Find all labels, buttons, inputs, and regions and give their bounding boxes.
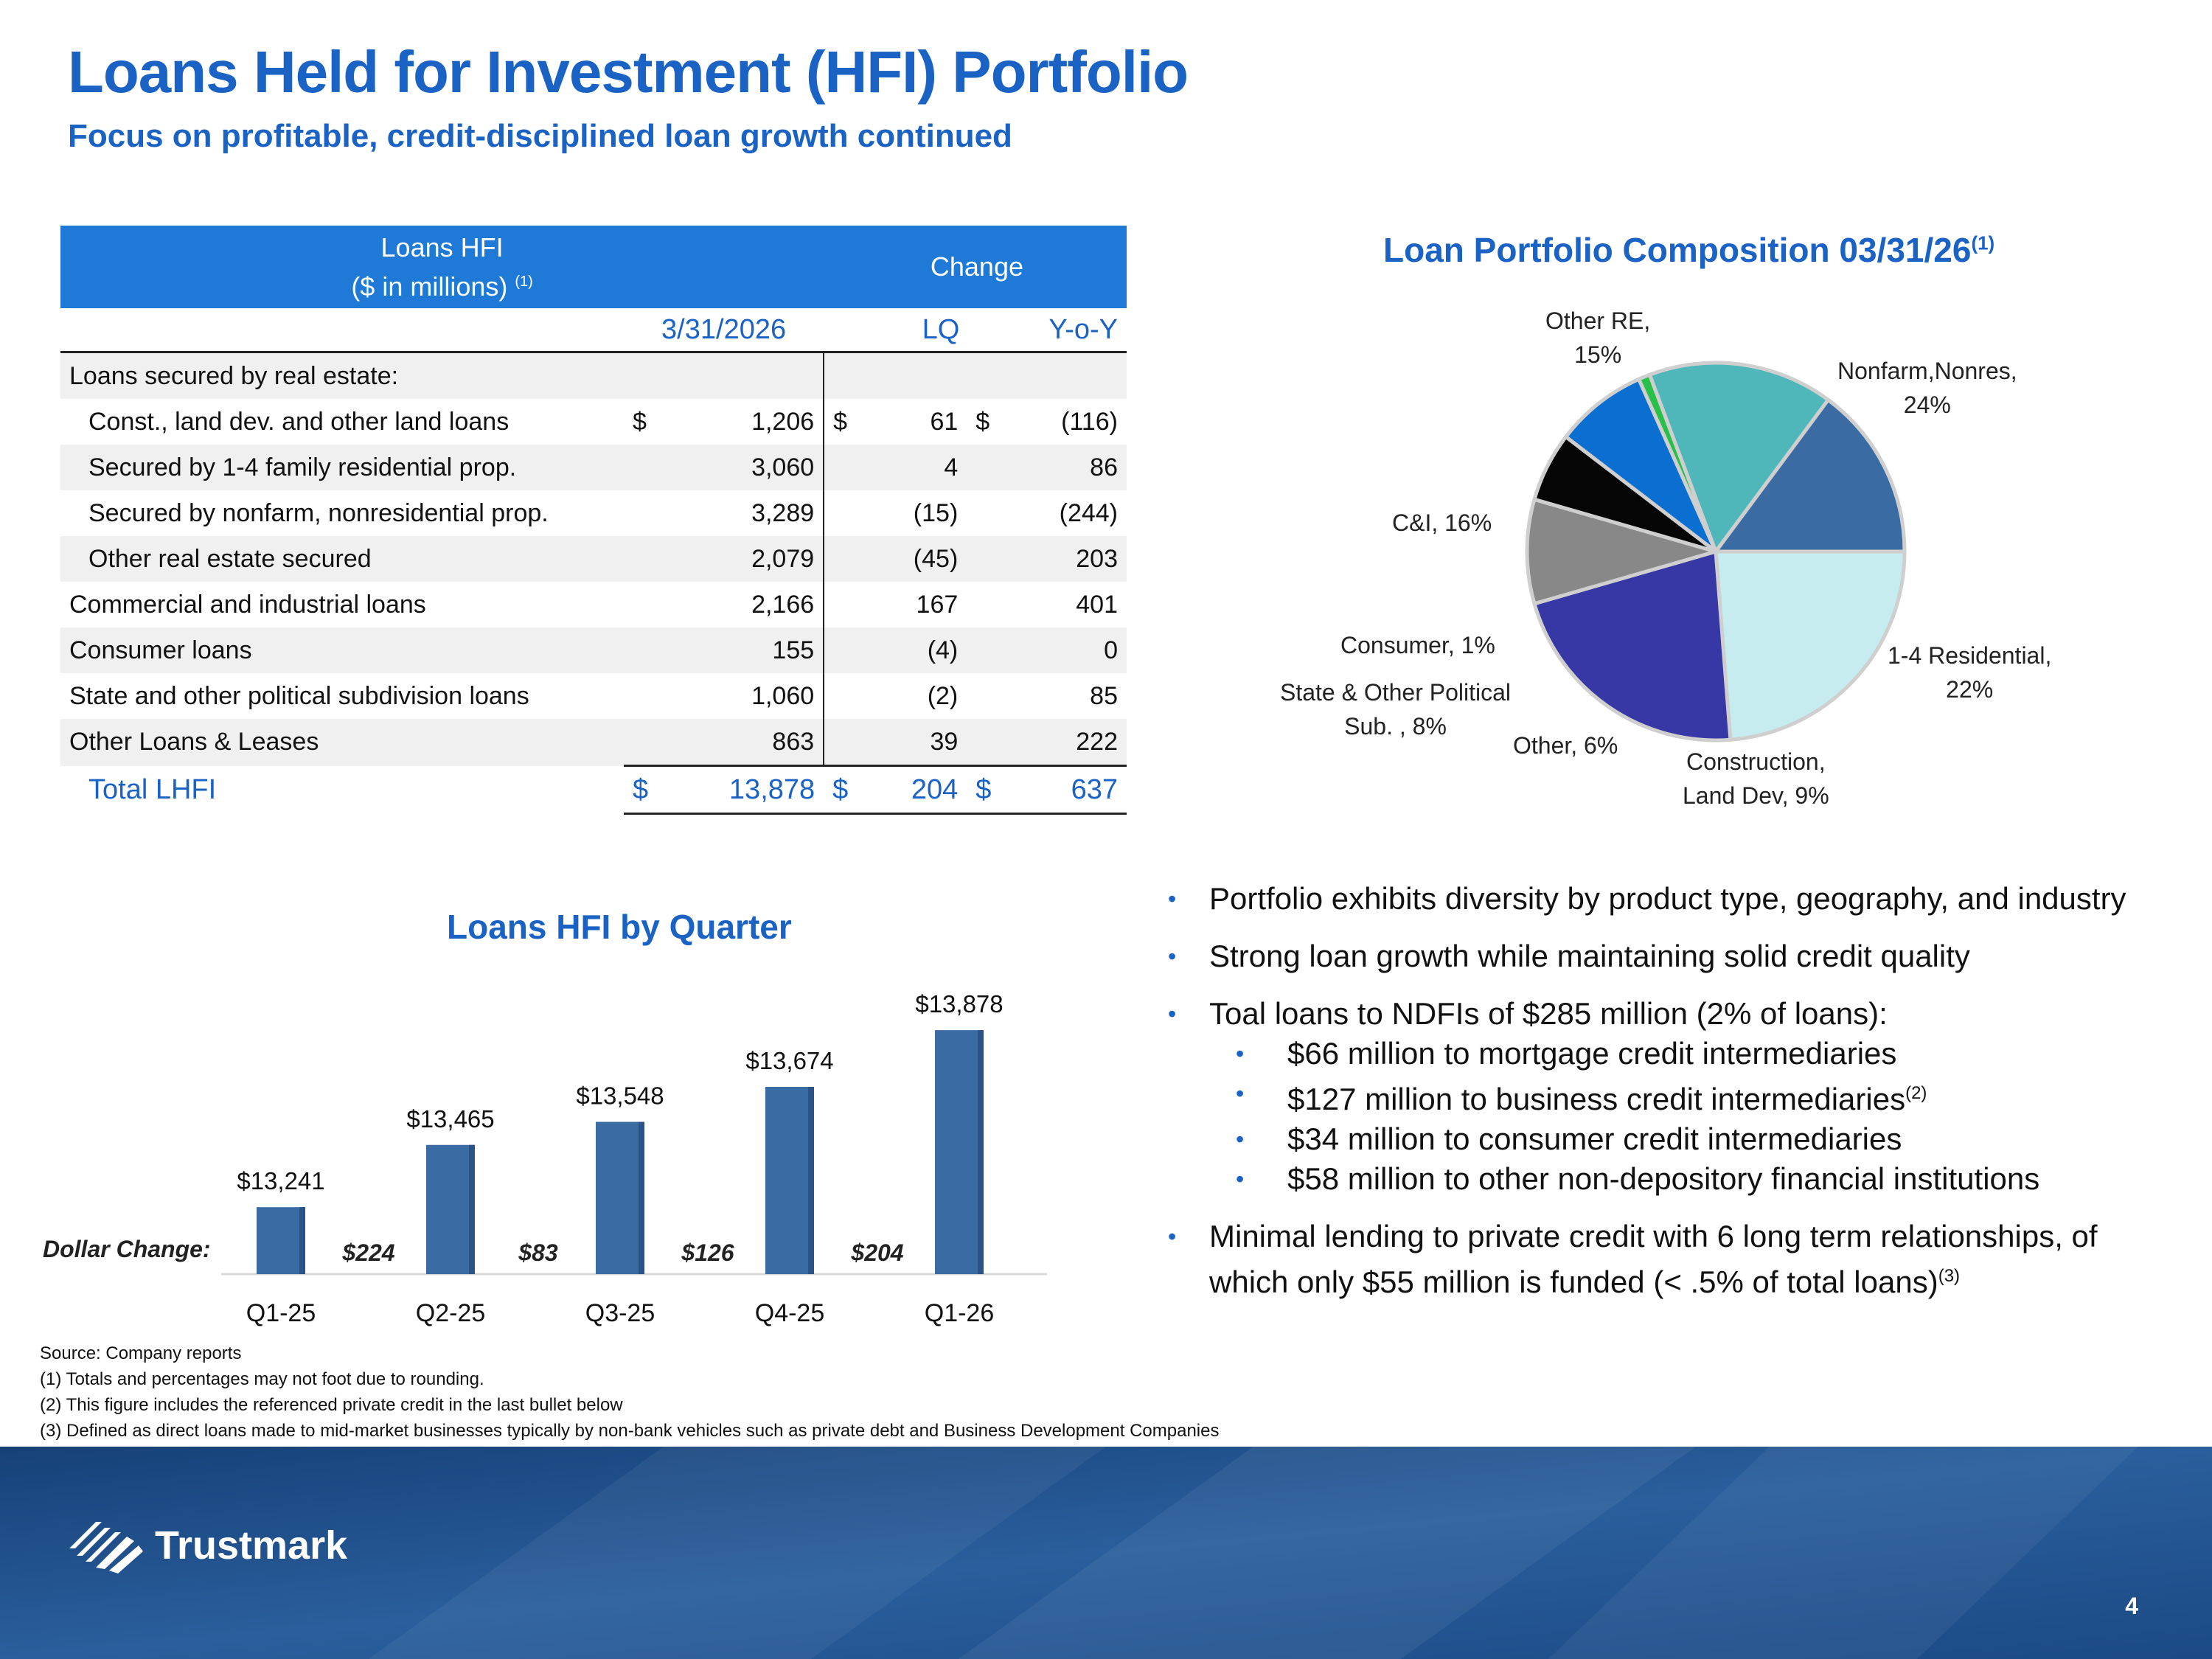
- dollar-change-value: $83: [518, 1239, 558, 1266]
- dollar-change-value: $224: [341, 1239, 394, 1266]
- bar-shade: [808, 1087, 814, 1274]
- footer-pattern: [0, 1447, 2212, 1659]
- bar-q2-25: [426, 1144, 475, 1274]
- bar-q4-25: [765, 1087, 814, 1274]
- bar-category-label: Q2-25: [416, 1299, 486, 1327]
- bar-q3-25: [596, 1121, 644, 1274]
- bullet-item: • Strong loan growth while maintaining so…: [1168, 939, 1970, 973]
- bar-value-label: $13,878: [915, 990, 1003, 1018]
- col-date: 3/31/2026: [624, 308, 824, 353]
- bullet-item: • Portfolio exhibits diversity by product…: [1168, 881, 2126, 916]
- table-row: Commercial and industrial loans 2,166 16…: [60, 582, 1127, 627]
- pie-slice-nonfarm-nonres: [1714, 549, 1907, 742]
- table-row: Const., land dev. and other land loans $…: [60, 399, 1127, 445]
- pie-label-construction: Construction, Land Dev, 9%: [1683, 748, 1829, 809]
- bar-category-label: Q1-25: [246, 1299, 316, 1327]
- table-header-line2: ($ in millions): [351, 271, 508, 302]
- bar-shade: [639, 1121, 644, 1274]
- footnote-source: Source: Company reports: [40, 1343, 242, 1363]
- bar-q1-26: [935, 1030, 984, 1274]
- table-header-change: Change: [824, 226, 1127, 308]
- col-lq: LQ: [824, 308, 967, 353]
- table-header-loans: Loans HFI ($ in millions) (1): [60, 226, 824, 308]
- bullet-item: • Minimal lending to private credit with …: [1168, 1219, 2098, 1299]
- pie-slice-state-other-political-sub: [1563, 376, 1718, 553]
- bar-value-label: $13,674: [745, 1047, 833, 1074]
- pie-chart-title: Loan Portfolio Composition 03/31/26(1): [1383, 231, 1995, 269]
- sub-bullet-item: • $58 million to other non-depository fin…: [1236, 1161, 2040, 1196]
- bar-q1-25: [257, 1207, 305, 1274]
- page-subtitle: Focus on profitable, credit-disciplined …: [68, 118, 1012, 154]
- bullet-item: • Toal loans to NDFIs of $285 million (2%…: [1168, 996, 1888, 1031]
- section-label: Loans secured by real estate:: [60, 352, 624, 399]
- table-row: Secured by 1-4 family residential prop. …: [60, 445, 1127, 490]
- logo-text: Trustmark: [155, 1523, 348, 1568]
- footnotes: Source: Company reports (1) Totals and p…: [40, 1340, 1219, 1444]
- table-total-row: Total LHFI $ 13,878 $ 204 $ 637: [60, 765, 1127, 815]
- bar-shade: [469, 1144, 475, 1274]
- bar-category-label: Q4-25: [755, 1299, 825, 1327]
- pie-label-state: State & Other Political Sub. , 8%: [1280, 679, 1512, 740]
- pie-slice-other-re: [1712, 397, 1907, 554]
- footnote-2: (2) This figure includes the referenced …: [40, 1395, 623, 1415]
- bullet-list: • Portfolio exhibits diversity by product…: [1150, 879, 2183, 1320]
- pie-slice-1-4-residential: [1531, 549, 1733, 742]
- table-row: Consumer loans 155 (4) 0: [60, 627, 1127, 673]
- loans-table: Loans HFI ($ in millions) (1) Change 3/3…: [60, 226, 1127, 815]
- bar-value-label: $13,465: [406, 1105, 494, 1133]
- footnote-3: (3) Defined as direct loans made to mid-…: [40, 1421, 1220, 1441]
- pie-slice-c-i: [1647, 361, 1831, 556]
- page-title: Loans Held for Investment (HFI) Portfoli…: [68, 39, 1189, 105]
- trustmark-logo: Trustmark: [66, 1516, 347, 1575]
- page-number: 4: [2125, 1593, 2138, 1619]
- sub-bullet-item: • $66 million to mortgage credit intermed…: [1236, 1036, 1897, 1071]
- footnote-1: (1) Totals and percentages may not foot …: [40, 1369, 484, 1389]
- table-row: Secured by nonfarm, nonresidential prop.…: [60, 490, 1127, 536]
- pie-label-consumer: Consumer, 1%: [1340, 632, 1495, 658]
- table-header-note: (1): [515, 273, 533, 290]
- pie-label-other-re: Other RE, 15%: [1545, 307, 1651, 368]
- bar-category-label: Q3-25: [585, 1299, 655, 1327]
- trustmark-logo-icon: [69, 1522, 143, 1573]
- sub-bullet-item: • $127 million to business credit interme…: [1236, 1080, 1927, 1116]
- dollar-change-value: $204: [850, 1239, 903, 1266]
- dollar-change-label: Dollar Change:: [43, 1236, 211, 1262]
- pie-label-nonfarm: Nonfarm,Nonres, 24%: [1837, 358, 2017, 418]
- bar-chart-title: Loans HFI by Quarter: [447, 908, 792, 946]
- bar-category-label: Q1-26: [925, 1299, 995, 1327]
- sub-bullet-item: • $34 million to consumer credit intermed…: [1236, 1121, 1902, 1156]
- pie-label-ci: C&I, 16%: [1392, 509, 1492, 536]
- dollar-change-value: $126: [681, 1239, 734, 1266]
- footer-bar: Trustmark 4: [0, 1447, 2212, 1659]
- bar-shade: [299, 1207, 305, 1274]
- table-header-line1: Loans HFI: [380, 232, 504, 262]
- pie-slice-construction-land-dev: [1525, 497, 1723, 606]
- bar-value-label: $13,241: [237, 1167, 324, 1194]
- table-row: State and other political subdivision lo…: [60, 673, 1127, 719]
- pie-label-other: Other, 6%: [1513, 732, 1618, 759]
- bar-shade: [978, 1030, 984, 1274]
- sub-bullet-list: • $66 million to mortgage credit intermed…: [1150, 1034, 2183, 1199]
- pie-label-residential: 1-4 Residential, 22%: [1888, 642, 2052, 703]
- table-row: Other Loans & Leases 863 39 222: [60, 719, 1127, 766]
- col-yoy: Y-o-Y: [967, 308, 1127, 353]
- bar-value-label: $13,548: [576, 1082, 664, 1109]
- table-row: Other real estate secured 2,079 (45) 203: [60, 536, 1127, 582]
